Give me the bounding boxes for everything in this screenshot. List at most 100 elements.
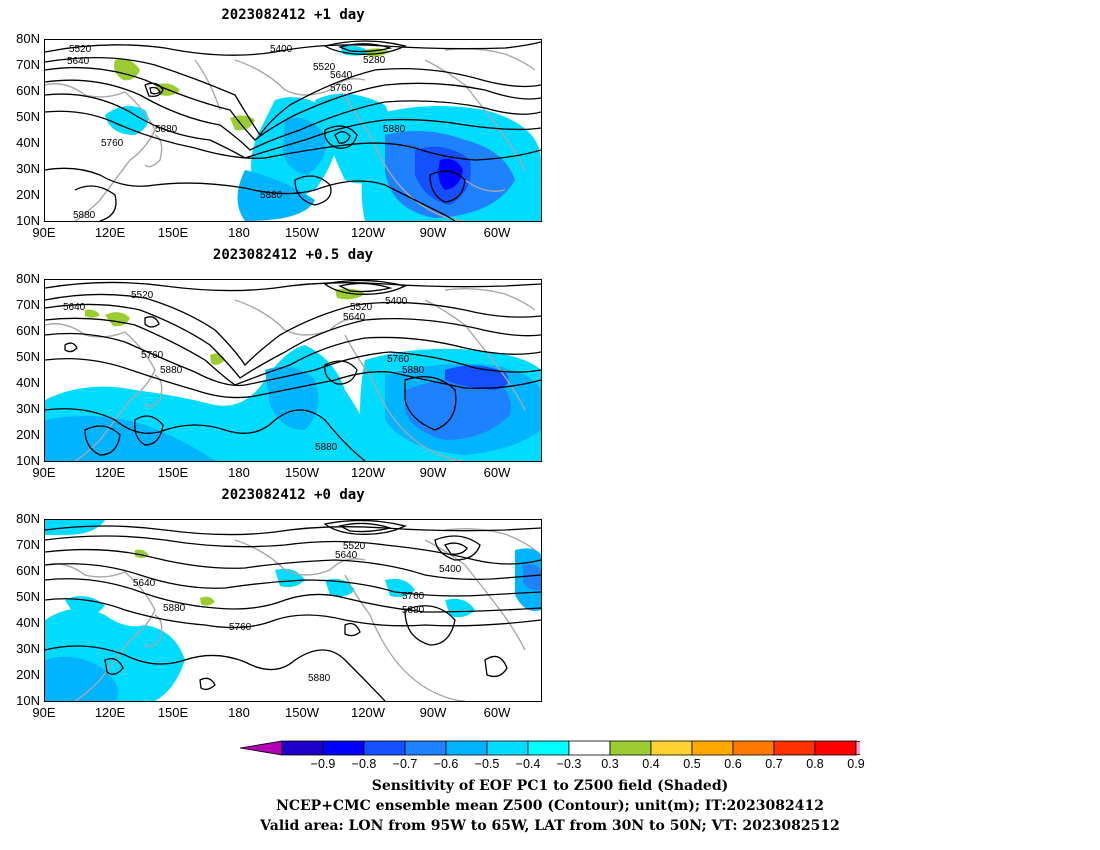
lat-label: 10N	[16, 693, 40, 708]
lat-label: 60N	[16, 83, 40, 98]
contour-label: 5880	[315, 442, 338, 453]
contour-label: 5640	[67, 56, 90, 67]
contour-label: 5640	[330, 70, 353, 81]
lon-label: 120W	[351, 705, 385, 720]
lon-label: 120E	[94, 705, 126, 720]
contour-label: 5520	[131, 290, 154, 301]
contour-labels: 5640 5520 5520 5400 5640 5760 5880 5760 …	[63, 290, 425, 453]
colorbar-tick-label: −0.3	[556, 757, 582, 771]
lat-label: 50N	[16, 109, 40, 124]
panel-title: 2023082412 +0 day	[221, 487, 365, 503]
lat-label: 30N	[16, 401, 40, 416]
contour-label: 5880	[163, 603, 186, 614]
colorbar-box	[486, 740, 529, 756]
caption-valid-area: Valid area: LON from 95W to 65W, LAT fro…	[260, 818, 840, 834]
colorbar-tick-label: −0.9	[310, 757, 336, 771]
colorbar	[240, 740, 860, 756]
colorbar-box	[691, 740, 734, 756]
map-panel: 5640 5520 5520 5400 5640 5760 5880 5760 …	[44, 279, 542, 462]
contour-label: 5520	[350, 302, 373, 313]
lon-label: 150W	[285, 225, 319, 240]
contour-label: 5880	[260, 190, 283, 201]
contour-label: 5760	[229, 622, 252, 633]
lat-label: 20N	[16, 187, 40, 202]
contour-label: 5760	[330, 83, 353, 94]
panel-title: 2023082412 +0.5 day	[212, 247, 374, 263]
lat-label: 70N	[16, 537, 40, 552]
lon-label: 90W	[419, 465, 447, 480]
colorbar-box	[568, 740, 611, 756]
lon-label: 90E	[32, 225, 56, 240]
colorbar-box	[732, 740, 775, 756]
lat-label: 40N	[16, 375, 40, 390]
lat-label: 40N	[16, 135, 40, 150]
contour-label: 5760	[101, 138, 124, 149]
lat-label: 80N	[16, 31, 40, 46]
colorbar-tick-label: −0.4	[515, 757, 541, 771]
contour-labels: 5520 5640 5400 5640 5880 5760 5760 5880 …	[133, 541, 462, 684]
contour-label: 5640	[343, 312, 366, 323]
lat-label: 30N	[16, 641, 40, 656]
colorbar-box	[404, 740, 447, 756]
lon-label: 90W	[419, 705, 447, 720]
lat-label: 70N	[16, 297, 40, 312]
contour-label: 5760	[402, 591, 425, 602]
contour-label: 5880	[155, 124, 178, 135]
lat-label: 40N	[16, 615, 40, 630]
z500-contours	[45, 280, 541, 461]
contour-label: 5880	[308, 673, 331, 684]
lon-label: 90W	[419, 225, 447, 240]
contour-label: 5760	[387, 354, 410, 365]
lat-label: 60N	[16, 323, 40, 338]
map-panel: 5520 5640 5400 5640 5880 5760 5760 5880 …	[44, 519, 542, 702]
lat-label: 10N	[16, 453, 40, 468]
colorbar-tick-label: 0.7	[765, 757, 783, 771]
lat-label: 50N	[16, 589, 40, 604]
contour-label: 5640	[133, 578, 156, 589]
lon-label: 180	[228, 225, 250, 240]
colorbar-tick-label: 0.8	[806, 757, 824, 771]
lat-label: 30N	[16, 161, 40, 176]
colorbar-box	[527, 740, 570, 756]
lon-label: 150W	[285, 705, 319, 720]
colorbar-tick-label: 0.6	[724, 757, 742, 771]
caption-shading: Sensitivity of EOF PC1 to Z500 field (Sh…	[371, 778, 729, 794]
contour-label: 5880	[402, 605, 425, 616]
colorbar-box	[650, 740, 693, 756]
colorbar-right-arrow	[855, 740, 860, 756]
lon-label: 150E	[157, 225, 189, 240]
lon-label: 60W	[483, 705, 511, 720]
contour-label: 5640	[335, 550, 358, 561]
contour-label: 5400	[385, 296, 408, 307]
colorbar-box	[322, 740, 365, 756]
lat-label: 80N	[16, 511, 40, 526]
lon-label: 90E	[32, 465, 56, 480]
colorbar-box	[814, 740, 857, 756]
z500-contours	[45, 40, 541, 221]
contour-label: 5880	[383, 124, 406, 135]
lon-label: 60W	[483, 225, 511, 240]
caption-contour: NCEP+CMC ensemble mean Z500 (Contour); u…	[276, 798, 824, 814]
contour-label: 5520	[69, 44, 92, 55]
lat-label: 20N	[16, 427, 40, 442]
contour-labels: 5520 5640 5400 5520 5640 5280 5760 5880 …	[67, 44, 406, 221]
colorbar-tick-label: −0.5	[474, 757, 500, 771]
contour-label: 5520	[313, 62, 336, 73]
colorbar-tick-label: −0.6	[433, 757, 459, 771]
colorbar-tick-label: −0.8	[351, 757, 377, 771]
colorbar-box	[609, 740, 652, 756]
lon-label: 120E	[94, 465, 126, 480]
coastlines	[45, 287, 536, 461]
lon-label: 150E	[157, 705, 189, 720]
colorbar-tick-label: 0.9	[847, 757, 865, 771]
colorbar-left-arrow	[240, 740, 283, 756]
map-plot: 5640 5520 5520 5400 5640 5760 5880 5760 …	[45, 280, 541, 461]
lon-label: 60W	[483, 465, 511, 480]
contour-label: 5640	[63, 302, 86, 313]
lon-label: 180	[228, 465, 250, 480]
contour-label: 5880	[73, 210, 96, 221]
lat-label: 70N	[16, 57, 40, 72]
lon-label: 180	[228, 705, 250, 720]
colorbar-tick-label: 0.5	[683, 757, 701, 771]
map-plot: 5520 5640 5400 5520 5640 5280 5760 5880 …	[45, 40, 541, 221]
